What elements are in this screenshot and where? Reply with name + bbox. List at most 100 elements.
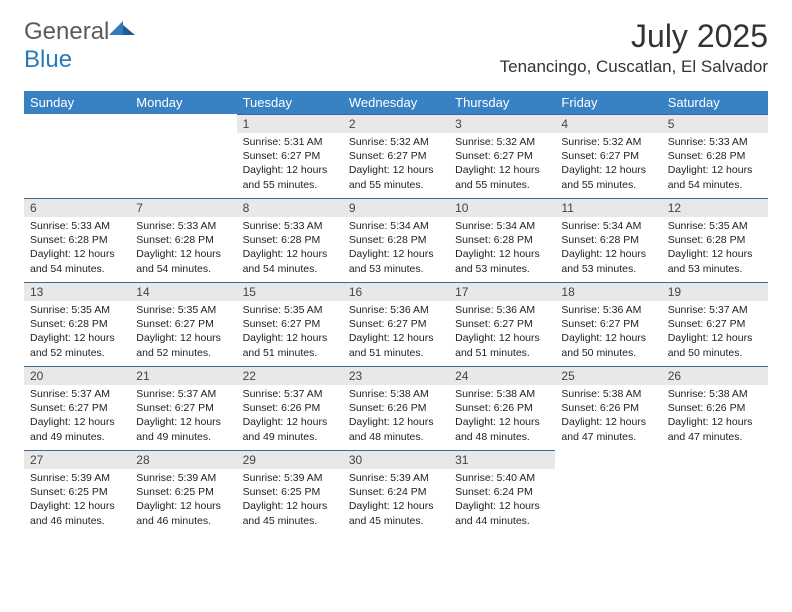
daylight-text-2: and 51 minutes. <box>349 346 443 360</box>
sunrise-text: Sunrise: 5:32 AM <box>349 135 443 149</box>
sunrise-text: Sunrise: 5:38 AM <box>455 387 549 401</box>
day-number: 5 <box>662 114 768 133</box>
sunrise-text: Sunrise: 5:37 AM <box>668 303 762 317</box>
day-number: 3 <box>449 114 555 133</box>
day-number: 27 <box>24 450 130 469</box>
day-number: 1 <box>237 114 343 133</box>
day-number: 8 <box>237 198 343 217</box>
logo: General Blue <box>24 18 135 74</box>
sunset-text: Sunset: 6:27 PM <box>243 149 337 163</box>
day-number: 30 <box>343 450 449 469</box>
sunrise-text: Sunrise: 5:38 AM <box>349 387 443 401</box>
daylight-text-1: Daylight: 12 hours <box>561 331 655 345</box>
daylight-text-1: Daylight: 12 hours <box>349 499 443 513</box>
calendar-day-cell: . <box>555 450 661 534</box>
sunset-text: Sunset: 6:28 PM <box>349 233 443 247</box>
calendar-day-cell: 13Sunrise: 5:35 AMSunset: 6:28 PMDayligh… <box>24 282 130 366</box>
day-number: 20 <box>24 366 130 385</box>
calendar-day-cell: 19 Sunrise: 5:37 AMSunset: 6:27 PMDayligh… <box>662 282 768 366</box>
sunset-text: Sunset: 6:27 PM <box>349 149 443 163</box>
sunset-text: Sunset: 6:27 PM <box>349 317 443 331</box>
daylight-text-1: Daylight: 12 hours <box>668 331 762 345</box>
day-number: 29 <box>237 450 343 469</box>
calendar-day-cell: 26Sunrise: 5:38 AMSunset: 6:26 PMDayligh… <box>662 366 768 450</box>
daylight-text-1: Daylight: 12 hours <box>243 331 337 345</box>
calendar-day-cell: 10Sunrise: 5:34 AMSunset: 6:28 PMDayligh… <box>449 198 555 282</box>
daylight-text-2: and 45 minutes. <box>243 514 337 528</box>
sunset-text: Sunset: 6:24 PM <box>349 485 443 499</box>
sunset-text: Sunset: 6:27 PM <box>455 149 549 163</box>
sunset-text: Sunset: 6:25 PM <box>136 485 230 499</box>
day-number: 24 <box>449 366 555 385</box>
day-details: Sunrise: 5:35 AMSunset: 6:28 PMDaylight:… <box>24 301 130 366</box>
weekday-header: Wednesday <box>343 91 449 114</box>
weekday-header: Tuesday <box>237 91 343 114</box>
day-details: Sunrise: 5:35 AMSunset: 6:27 PMDaylight:… <box>237 301 343 366</box>
daylight-text-2: and 49 minutes. <box>136 430 230 444</box>
day-details: Sunrise: 5:39 AMSunset: 6:25 PMDaylight:… <box>237 469 343 534</box>
daylight-text-1: Daylight: 12 hours <box>136 415 230 429</box>
day-details: Sunrise: 5:39 AMSunset: 6:25 PMDaylight:… <box>24 469 130 534</box>
sunrise-text: Sunrise: 5:37 AM <box>30 387 124 401</box>
logo-text-general: General <box>24 18 109 45</box>
day-number: 19 <box>662 282 768 301</box>
sunset-text: Sunset: 6:27 PM <box>668 317 762 331</box>
day-details: Sunrise: 5:32 AMSunset: 6:27 PMDaylight:… <box>449 133 555 198</box>
day-details: Sunrise: 5:38 AMSunset: 6:26 PMDaylight:… <box>662 385 768 450</box>
weekday-header: Saturday <box>662 91 768 114</box>
calendar-day-cell: 25Sunrise: 5:38 AMSunset: 6:26 PMDayligh… <box>555 366 661 450</box>
calendar-week-row: 27Sunrise: 5:39 AMSunset: 6:25 PMDayligh… <box>24 450 768 534</box>
sunset-text: Sunset: 6:27 PM <box>243 317 337 331</box>
day-details: Sunrise: 5:32 AMSunset: 6:27 PMDaylight:… <box>343 133 449 198</box>
day-number: 17 <box>449 282 555 301</box>
daylight-text-1: Daylight: 12 hours <box>349 163 443 177</box>
daylight-text-2: and 51 minutes. <box>455 346 549 360</box>
daylight-text-2: and 47 minutes. <box>668 430 762 444</box>
weekday-header: Monday <box>130 91 236 114</box>
daylight-text-2: and 46 minutes. <box>30 514 124 528</box>
sunrise-text: Sunrise: 5:39 AM <box>349 471 443 485</box>
day-number: 25 <box>555 366 661 385</box>
sunrise-text: Sunrise: 5:33 AM <box>136 219 230 233</box>
day-number: 9 <box>343 198 449 217</box>
logo-text: General Blue <box>24 18 135 74</box>
calendar-day-cell: 24Sunrise: 5:38 AMSunset: 6:26 PMDayligh… <box>449 366 555 450</box>
daylight-text-1: Daylight: 12 hours <box>455 331 549 345</box>
sunrise-text: Sunrise: 5:39 AM <box>30 471 124 485</box>
daylight-text-2: and 55 minutes. <box>561 178 655 192</box>
calendar-day-cell: 29Sunrise: 5:39 AMSunset: 6:25 PMDayligh… <box>237 450 343 534</box>
sunset-text: Sunset: 6:27 PM <box>455 317 549 331</box>
calendar-day-cell: 4Sunrise: 5:32 AMSunset: 6:27 PMDaylight… <box>555 114 661 198</box>
day-number: 23 <box>343 366 449 385</box>
day-number: 13 <box>24 282 130 301</box>
weekday-header: Friday <box>555 91 661 114</box>
daylight-text-2: and 55 minutes. <box>349 178 443 192</box>
daylight-text-1: Daylight: 12 hours <box>349 331 443 345</box>
calendar-table: SundayMondayTuesdayWednesdayThursdayFrid… <box>24 91 768 534</box>
sunrise-text: Sunrise: 5:32 AM <box>561 135 655 149</box>
calendar-day-cell: 15Sunrise: 5:35 AMSunset: 6:27 PMDayligh… <box>237 282 343 366</box>
sunrise-text: Sunrise: 5:31 AM <box>243 135 337 149</box>
sunrise-text: Sunrise: 5:34 AM <box>349 219 443 233</box>
sunset-text: Sunset: 6:28 PM <box>455 233 549 247</box>
calendar-body: ..1Sunrise: 5:31 AMSunset: 6:27 PMDaylig… <box>24 114 768 534</box>
sunrise-text: Sunrise: 5:36 AM <box>349 303 443 317</box>
day-details: Sunrise: 5:38 AMSunset: 6:26 PMDaylight:… <box>449 385 555 450</box>
calendar-day-cell: 20Sunrise: 5:37 AMSunset: 6:27 PMDayligh… <box>24 366 130 450</box>
day-number: 31 <box>449 450 555 469</box>
daylight-text-1: Daylight: 12 hours <box>30 247 124 261</box>
daylight-text-2: and 54 minutes. <box>243 262 337 276</box>
calendar-day-cell: 14Sunrise: 5:35 AMSunset: 6:27 PMDayligh… <box>130 282 236 366</box>
daylight-text-2: and 48 minutes. <box>455 430 549 444</box>
sunrise-text: Sunrise: 5:39 AM <box>136 471 230 485</box>
daylight-text-2: and 53 minutes. <box>349 262 443 276</box>
daylight-text-1: Daylight: 12 hours <box>455 415 549 429</box>
daylight-text-1: Daylight: 12 hours <box>136 499 230 513</box>
daylight-text-2: and 55 minutes. <box>243 178 337 192</box>
day-details: Sunrise: 5:38 AMSunset: 6:26 PMDaylight:… <box>555 385 661 450</box>
day-number: 14 <box>130 282 236 301</box>
calendar-day-cell: 18Sunrise: 5:36 AMSunset: 6:27 PMDayligh… <box>555 282 661 366</box>
calendar-week-row: 13Sunrise: 5:35 AMSunset: 6:28 PMDayligh… <box>24 282 768 366</box>
day-details: Sunrise: 5:37 AMSunset: 6:27 PMDaylight:… <box>130 385 236 450</box>
day-details: Sunrise: 5:34 AMSunset: 6:28 PMDaylight:… <box>449 217 555 282</box>
